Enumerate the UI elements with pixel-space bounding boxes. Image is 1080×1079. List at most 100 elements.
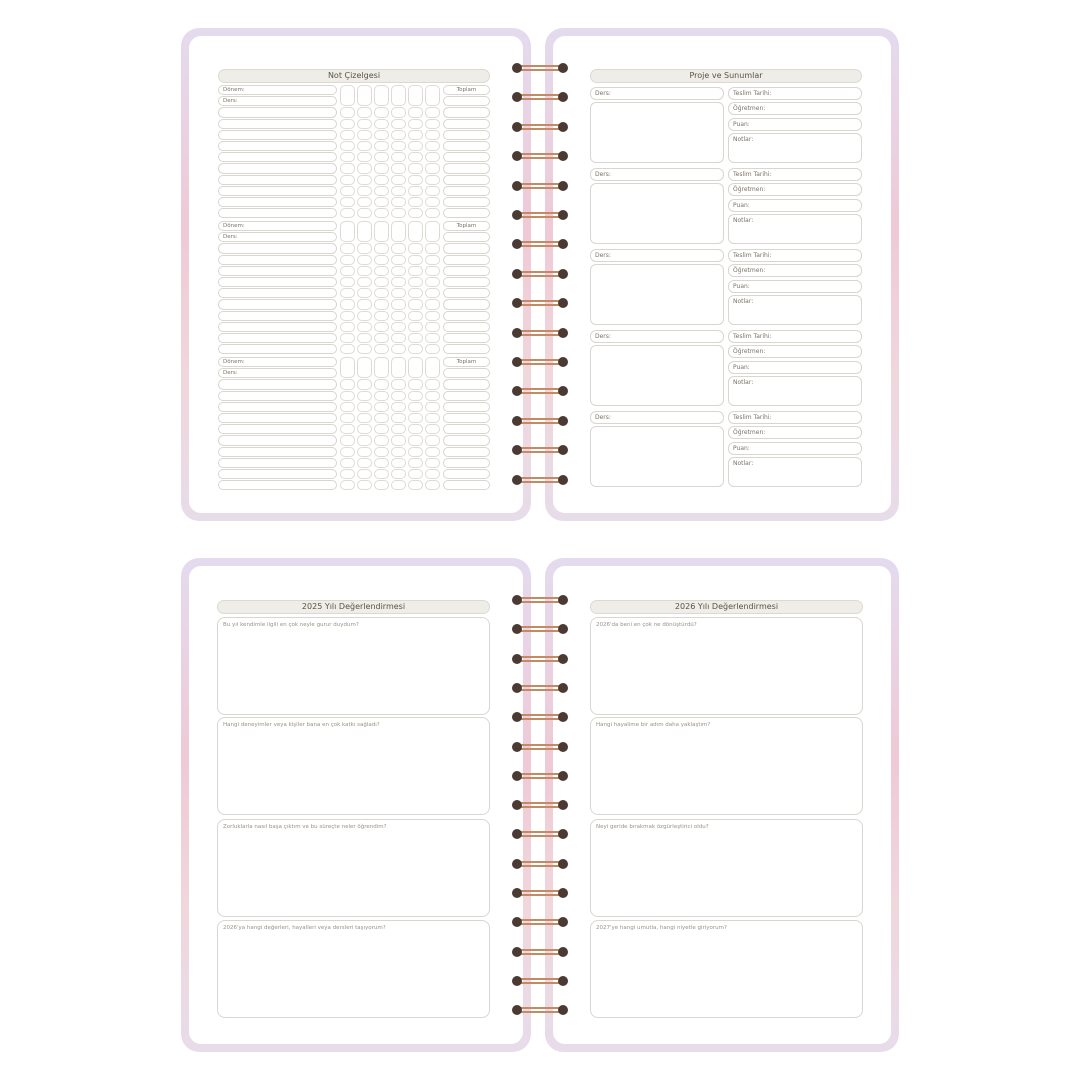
- grade-cell: [391, 321, 406, 332]
- grade-cell: [374, 469, 389, 480]
- grade-row: [218, 141, 337, 152]
- grade-cell: [425, 174, 440, 185]
- grade-cell: [391, 107, 406, 118]
- spiral-ring: [512, 121, 568, 133]
- grade-cell: [340, 107, 355, 118]
- grade-cell: [408, 321, 423, 332]
- ring-hole: [512, 595, 522, 605]
- grade-cell: [408, 277, 423, 288]
- grade-cell: [357, 413, 372, 424]
- ring-wire: [517, 831, 563, 838]
- grade-cell: [425, 390, 440, 401]
- spiral-ring: [512, 474, 568, 486]
- ring-hole: [558, 151, 568, 162]
- grade-cell: [374, 379, 389, 390]
- grade-cell: [408, 243, 423, 254]
- ring-hole: [512, 770, 522, 781]
- ring-hole: [558, 653, 568, 664]
- ring-wire: [517, 359, 563, 365]
- grade-cell: [408, 446, 423, 457]
- grade-cell: [391, 185, 406, 196]
- ring-hole: [512, 63, 522, 73]
- spiral-ring: [512, 209, 568, 221]
- grade-cell: [408, 152, 423, 163]
- grade-cell: [425, 321, 440, 332]
- grade-cell: [408, 299, 423, 310]
- grade-row: Ders:: [218, 368, 337, 379]
- grade-cell: [391, 310, 406, 321]
- grade-cell: [357, 424, 372, 435]
- project-body: [590, 345, 724, 406]
- grade-cell: [340, 174, 355, 185]
- grade-header-cell: [374, 357, 389, 379]
- grade-cell: [391, 174, 406, 185]
- grade-cell: [408, 401, 423, 412]
- grade-cell: [340, 288, 355, 299]
- reflection-box: Bu yıl kendimle ilgili en çok neyle guru…: [217, 617, 490, 715]
- grade-cell: [374, 141, 389, 152]
- spiral-ring: [512, 327, 568, 339]
- grade-cell: [374, 480, 389, 491]
- ring-hole: [558, 800, 568, 811]
- grade-cell: [374, 197, 389, 208]
- project-course: Ders:: [590, 411, 724, 424]
- total-cell: [443, 265, 490, 276]
- grade-cell: [425, 401, 440, 412]
- ring-hole: [558, 415, 568, 426]
- ring-wire: [517, 94, 563, 101]
- grade-header-cell: [391, 357, 406, 379]
- grade-cell: [357, 107, 372, 118]
- total-cell: [443, 401, 490, 412]
- ring-hole: [558, 682, 568, 693]
- grade-cell: [340, 401, 355, 412]
- grade-row: [218, 344, 337, 355]
- total-cell: [443, 141, 490, 152]
- ring-hole: [512, 741, 522, 752]
- grade-header-cell: [408, 357, 423, 379]
- grade-cell: [391, 413, 406, 424]
- project-due: Teslim Tarihi:: [728, 87, 862, 100]
- grade-row: [218, 197, 337, 208]
- grade-cell: [357, 379, 372, 390]
- grade-cell: [357, 333, 372, 344]
- grade-cell: [391, 457, 406, 468]
- grade-row: [218, 480, 337, 491]
- ring-wire: [517, 977, 563, 984]
- reflection-box: 2027'ye hangi umutla, hangi niyetle giri…: [590, 920, 863, 1018]
- ring-wire: [517, 476, 563, 483]
- grade-cell: [357, 435, 372, 446]
- project-score: Puan:: [728, 361, 862, 374]
- spiral-ring: [512, 594, 568, 606]
- grade-cell: [340, 163, 355, 174]
- total-cell: [443, 118, 490, 129]
- grade-cell: [357, 401, 372, 412]
- grade-cell: [340, 435, 355, 446]
- ring-hole: [512, 858, 522, 869]
- grade-cell: [340, 185, 355, 196]
- grade-cell: [408, 118, 423, 129]
- ring-wire: [517, 447, 563, 454]
- grade-header-cell: [357, 357, 372, 379]
- grade-row: Dönem:: [218, 357, 337, 368]
- ring-hole: [558, 210, 568, 220]
- grade-cell: [340, 118, 355, 129]
- grade-cell: [340, 344, 355, 355]
- project-course: Ders:: [590, 87, 724, 100]
- spiral-ring: [512, 916, 568, 928]
- ring-wire: [517, 212, 563, 218]
- page-review-2026: [545, 558, 899, 1052]
- grade-cell: [374, 163, 389, 174]
- ring-hole: [512, 712, 522, 723]
- project-teacher: Öğretmen:: [728, 345, 862, 358]
- ring-hole: [512, 800, 522, 811]
- grade-header-cell: [340, 221, 355, 243]
- total-cell: [443, 457, 490, 468]
- grade-cell: [357, 469, 372, 480]
- grade-cell: [425, 299, 440, 310]
- grade-row: [218, 457, 337, 468]
- grade-cell: [357, 480, 372, 491]
- ring-hole: [558, 975, 568, 986]
- ring-wire: [517, 743, 563, 750]
- ring-hole: [512, 327, 522, 338]
- grade-cell: [425, 197, 440, 208]
